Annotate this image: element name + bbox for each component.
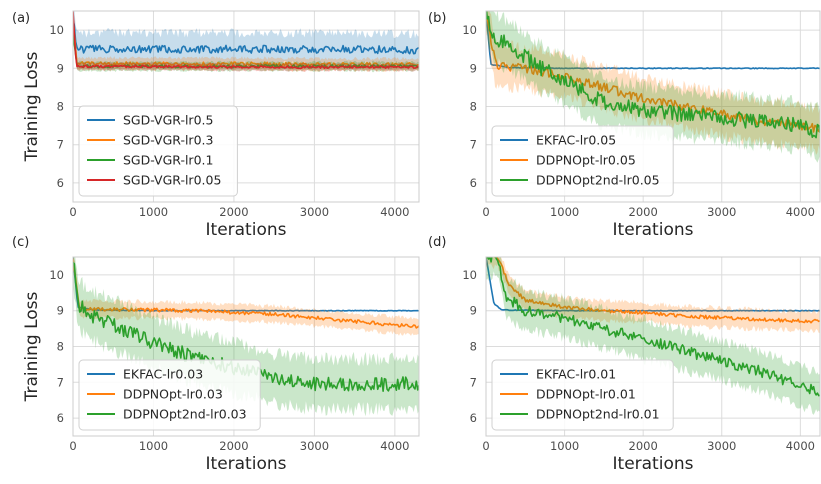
y-tick-label: 8 xyxy=(57,100,64,114)
x-axis-label: Iterations xyxy=(206,454,287,474)
legend-box xyxy=(491,359,674,431)
x-axis-label: Iterations xyxy=(613,454,694,474)
y-tick-label: 10 xyxy=(49,23,64,37)
x-tick-label: 4000 xyxy=(380,205,409,219)
x-tick-label: 2000 xyxy=(629,205,658,219)
y-tick-label: 6 xyxy=(470,411,477,425)
series-band-1 xyxy=(73,11,419,71)
series-line-3 xyxy=(486,257,820,397)
panel-label: (d) xyxy=(428,235,446,250)
legend-entry-1: SGD-VGR-lr0.5 xyxy=(123,113,213,128)
panel-label: (c) xyxy=(12,235,29,250)
legend-box xyxy=(78,359,261,431)
series-band-2 xyxy=(486,257,820,333)
x-tick-label: 3000 xyxy=(300,205,329,219)
x-tick-label: 0 xyxy=(69,439,76,453)
y-tick-label: 9 xyxy=(470,61,477,75)
panel-label: (a) xyxy=(12,11,30,26)
x-tick-label: 1000 xyxy=(139,439,168,453)
x-tick-label: 3000 xyxy=(707,205,736,219)
x-tick-label: 2000 xyxy=(629,439,658,453)
x-tick-label: 1000 xyxy=(550,439,579,453)
y-tick-label: 7 xyxy=(470,375,477,389)
series-group xyxy=(486,11,820,163)
axes-frame xyxy=(485,256,821,437)
y-axis-label: Training Loss xyxy=(22,291,42,402)
legend: EKFAC-lr0.03 DDPNOpt-lr0.03 DDPNOpt2nd-lr0… xyxy=(78,359,261,431)
series-band-2 xyxy=(73,257,419,336)
series-group xyxy=(486,257,820,415)
series-line-4 xyxy=(73,11,419,70)
legend-entry-3: DDPNOpt2nd-lr0.01 xyxy=(536,407,660,422)
x-tick-label: 0 xyxy=(482,205,489,219)
y-tick-label: 7 xyxy=(57,138,64,152)
series-line-1 xyxy=(73,18,419,55)
series-band-3 xyxy=(73,257,419,417)
x-tick-label: 0 xyxy=(482,439,489,453)
series-line-3 xyxy=(486,11,820,139)
y-tick-label: 10 xyxy=(462,268,477,282)
x-tick-label: 3000 xyxy=(300,439,329,453)
y-tick-label: 6 xyxy=(57,411,64,425)
legend-entry-3: DDPNOpt2nd-lr0.05 xyxy=(536,173,660,188)
y-tick-label: 10 xyxy=(49,268,64,282)
y-tick-label: 9 xyxy=(57,61,64,75)
legend-entry-1: EKFAC-lr0.03 xyxy=(123,367,203,382)
series-line-2 xyxy=(73,258,419,329)
x-tick-label: 1000 xyxy=(139,205,168,219)
y-tick-label: 7 xyxy=(470,138,477,152)
legend-entry-1: EKFAC-lr0.05 xyxy=(536,133,616,148)
legend-entry-3: DDPNOpt2nd-lr0.03 xyxy=(123,407,247,422)
legend: EKFAC-lr0.05 DDPNOpt-lr0.05 DDPNOpt2nd-lr0… xyxy=(491,125,674,197)
panel-4: 0 1000 2000 3000 4000 6 7 8 9 10 Iterations (d) EKFA… xyxy=(428,235,821,474)
panel-2: 0 1000 2000 3000 4000 6 7 8 9 10 Iterations (b) EKFA… xyxy=(428,10,821,240)
x-tick-label: 1000 xyxy=(550,205,579,219)
series-band-3 xyxy=(486,11,820,163)
x-tick-label: 4000 xyxy=(786,205,815,219)
x-tick-label: 2000 xyxy=(219,439,248,453)
legend-entry-3: SGD-VGR-lr0.1 xyxy=(123,153,213,168)
legend-entry-1: EKFAC-lr0.01 xyxy=(536,367,616,382)
legend: SGD-VGR-lr0.5 SGD-VGR-lr0.3 SGD-VGR-lr0.1 S… xyxy=(78,105,238,197)
x-tick-label: 4000 xyxy=(786,439,815,453)
legend-box xyxy=(78,105,238,197)
axes-frame xyxy=(72,10,420,203)
panel-1: 0 1000 2000 3000 4000 6 7 8 9 10 Iterations Trainin… xyxy=(12,10,420,240)
x-axis-label: Iterations xyxy=(613,220,694,240)
legend-entry-4: SGD-VGR-lr0.05 xyxy=(123,173,221,188)
y-tick-label: 6 xyxy=(57,176,64,190)
legend-entry-2: DDPNOpt-lr0.01 xyxy=(536,387,636,402)
y-axis-label: Training Loss xyxy=(22,51,42,162)
y-tick-label: 8 xyxy=(470,340,477,354)
axes-frame xyxy=(485,10,821,203)
y-tick-label: 8 xyxy=(57,340,64,354)
y-tick-label: 10 xyxy=(462,23,477,37)
legend: EKFAC-lr0.01 DDPNOpt-lr0.01 DDPNOpt2nd-lr0… xyxy=(491,359,674,431)
series-band-2 xyxy=(73,12,419,73)
x-tick-label: 3000 xyxy=(707,439,736,453)
legend-entry-2: SGD-VGR-lr0.3 xyxy=(123,133,213,148)
legend-entry-2: DDPNOpt-lr0.03 xyxy=(123,387,223,402)
x-tick-label: 2000 xyxy=(219,205,248,219)
y-tick-label: 7 xyxy=(57,375,64,389)
y-tick-label: 8 xyxy=(470,100,477,114)
legend-box xyxy=(491,125,674,197)
series-group xyxy=(73,11,419,73)
x-tick-label: 0 xyxy=(69,205,76,219)
x-tick-label: 4000 xyxy=(380,439,409,453)
y-tick-label: 6 xyxy=(470,176,477,190)
panel-3: 0 1000 2000 3000 4000 6 7 8 9 10 Iterations Trainin… xyxy=(12,235,420,474)
series-line-2 xyxy=(486,257,820,324)
series-band-3 xyxy=(486,257,820,415)
panel-label: (b) xyxy=(428,11,446,26)
axes-frame xyxy=(72,256,420,437)
series-band-3 xyxy=(73,29,419,73)
y-tick-label: 9 xyxy=(57,304,64,318)
x-axis-label: Iterations xyxy=(206,220,287,240)
y-tick-label: 9 xyxy=(470,304,477,318)
legend-entry-2: DDPNOpt-lr0.05 xyxy=(536,153,636,168)
